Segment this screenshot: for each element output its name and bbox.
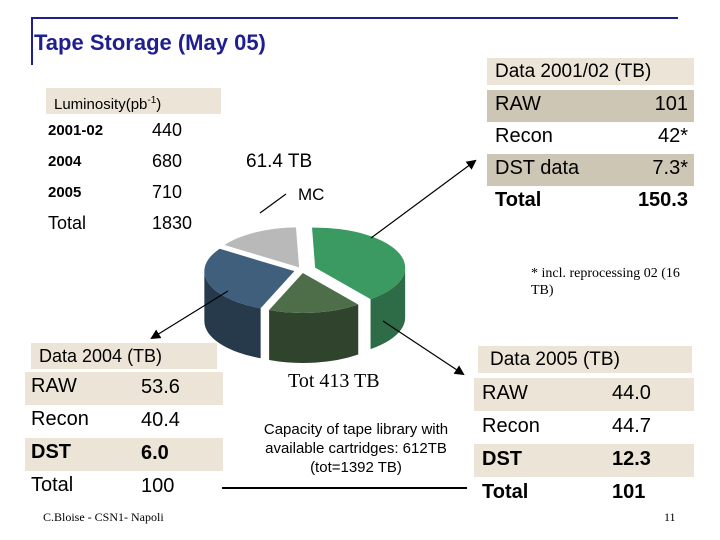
row-label: RAW <box>482 382 528 404</box>
row-label: Total <box>482 481 529 503</box>
capacity-text: Capacity of tape library with available … <box>263 421 449 476</box>
title-top-rule <box>32 17 678 19</box>
row-value: 7.3* <box>652 157 688 179</box>
data-2005-row: RAW 44.0 <box>474 378 694 411</box>
data-2001-row: RAW 101 <box>487 90 694 122</box>
data-2005-row: Recon 44.7 <box>474 411 694 444</box>
data-2001-table: RAW 101 Recon 42* DST data 7.3* Total 15… <box>487 90 694 218</box>
luminosity-header-text: Luminosity(pb <box>54 96 148 113</box>
row-value: 44.0 <box>612 382 651 404</box>
row-label: Recon <box>482 415 540 437</box>
row-label: Recon <box>31 408 89 430</box>
luminosity-value: 440 <box>152 120 183 140</box>
luminosity-total-value: 1830 <box>152 213 193 233</box>
row-label: DST data <box>495 157 580 179</box>
row-label: RAW <box>31 375 77 397</box>
data-2004-header: Data 2004 (TB) <box>31 343 217 369</box>
page-number: 11 <box>664 510 676 524</box>
divider-line <box>222 487 467 489</box>
pie-side-green <box>370 267 406 350</box>
pie-side-olive <box>269 304 359 363</box>
row-value: 44.7 <box>612 415 651 437</box>
luminosity-total-label: Total <box>48 213 87 233</box>
pie-slice-green <box>312 227 406 300</box>
data-2001-row: Total 150.3 <box>487 186 694 218</box>
data-2005-row: Total 101 <box>474 477 694 510</box>
data-2001-header: Data 2001/02 (TB) <box>487 58 694 85</box>
luminosity-header: Luminosity(pb-1) <box>46 88 221 114</box>
data-2005-table: RAW 44.0 Recon 44.7 DST 12.3 Total 101 <box>474 378 694 510</box>
data-2005-header: Data 2005 (TB) <box>478 346 692 373</box>
luminosity-header-sup: -1 <box>147 95 157 106</box>
data-2004-row: Total 100 <box>25 471 223 504</box>
pie-slice-olive <box>269 272 359 313</box>
row-value: 100 <box>141 475 175 497</box>
luminosity-table: 2001-02 440 2004 680 2005 710 Total 1830 <box>46 118 221 242</box>
reprocessing-note: * incl. reprocessing 02 (16 TB) <box>531 266 680 298</box>
luminosity-year: 2004 <box>48 153 82 170</box>
data-2001-row: DST data 7.3* <box>487 154 694 186</box>
row-label: DST <box>31 441 71 463</box>
data-2001-row: Recon 42* <box>487 122 694 154</box>
row-label: Total <box>495 189 542 211</box>
row-value: 101 <box>654 93 688 115</box>
luminosity-header-close: ) <box>156 96 162 113</box>
data-2004-row: DST 6.0 <box>25 438 223 471</box>
luminosity-row: 2004 680 <box>46 149 221 180</box>
luminosity-year: 2005 <box>48 184 82 201</box>
pie-side-blue <box>204 271 261 359</box>
luminosity-year: 2001-02 <box>48 122 104 139</box>
pie-slice-grey <box>224 227 300 268</box>
row-value: 12.3 <box>612 448 651 470</box>
pie-slice-blue <box>204 248 295 309</box>
slide-title: Tape Storage (May 05) <box>34 30 266 55</box>
mc-label: MC <box>298 185 325 204</box>
row-value: 150.3 <box>637 189 688 211</box>
luminosity-row: 2001-02 440 <box>46 118 221 149</box>
footer-author: C.Bloise - CSN1- Napoli <box>43 510 164 524</box>
row-value: 53.6 <box>141 376 180 398</box>
arrow-to-2005 <box>382 320 465 376</box>
row-value: 40.4 <box>141 409 180 431</box>
data-2005-row: DST 12.3 <box>474 444 694 477</box>
mc-size-label: 61.4 TB <box>246 151 313 172</box>
luminosity-row: 2005 710 <box>46 180 221 211</box>
row-label: DST <box>482 448 522 470</box>
total-storage-label: Tot 413 TB <box>288 370 380 392</box>
row-value: 42* <box>657 125 688 147</box>
row-label: Recon <box>495 125 553 147</box>
data-2004-row: Recon 40.4 <box>25 405 223 438</box>
arrow-mc <box>259 193 287 214</box>
row-value: 101 <box>612 481 646 503</box>
luminosity-row: Total 1830 <box>46 211 221 242</box>
data-2004-table: RAW 53.6 Recon 40.4 DST 6.0 Total 100 <box>25 372 223 504</box>
data-2004-row: RAW 53.6 <box>25 372 223 405</box>
row-label: Total <box>31 474 74 496</box>
row-label: RAW <box>495 93 541 115</box>
arrow-to-2001 <box>370 159 477 239</box>
luminosity-value: 710 <box>152 182 183 202</box>
arrow-to-2004 <box>150 290 229 340</box>
title-left-rule <box>31 17 33 65</box>
row-value: 6.0 <box>141 442 169 464</box>
luminosity-value: 680 <box>152 151 183 171</box>
